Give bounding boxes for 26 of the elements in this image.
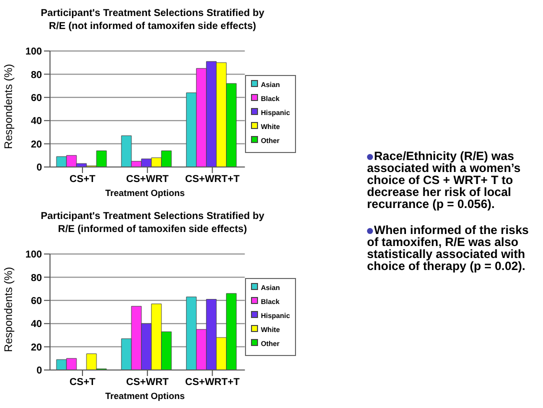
y-tick-label: 80 bbox=[30, 272, 42, 284]
y-tick-label: 0 bbox=[36, 366, 42, 377]
x-tick-label: CS+WRT+T bbox=[185, 174, 240, 186]
y-tick-label: 20 bbox=[30, 139, 42, 150]
y-tick-label: 100 bbox=[25, 250, 42, 261]
y-tick-label: 100 bbox=[25, 46, 42, 58]
x-axis-title: Treatment Options bbox=[104, 188, 186, 198]
text: Race/Ethnicity (R/E) was associated with a women’s choice of CS + WRT+ T to decrease her risk of local recurrance (p = 0.056). bbox=[367, 149, 522, 211]
y-tick-label: 20 bbox=[30, 342, 42, 354]
x-tick-label: CS+T bbox=[70, 174, 96, 186]
chart-title: Participant's Treatment Selections Stratified by R/E (informed of tamoxifen side effects) bbox=[40, 210, 265, 236]
x-tick-label: CS+WRT+T bbox=[185, 377, 240, 388]
y-tick-label: 40 bbox=[30, 319, 42, 330]
x-axis-title: Treatment Options bbox=[104, 391, 186, 401]
text: When informed of the risks of tamoxifen, R/E was also statistically associated with choice of therapy (p = 0.02). bbox=[367, 223, 530, 273]
y-tick-label: 80 bbox=[30, 70, 42, 81]
x-tick-label: CS+T bbox=[70, 377, 96, 388]
x-tick-label: CS+WRT bbox=[126, 174, 169, 186]
y-tick-label: 0 bbox=[36, 162, 42, 174]
y-tick-label: 60 bbox=[30, 296, 42, 307]
y-axis-title: Respondents (%) bbox=[2, 267, 15, 352]
chart-title: Participant's Treatment Selections Stratified by R/E (not informed of tamoxifen side effects) bbox=[40, 7, 265, 33]
x-tick-label: CS+WRT bbox=[126, 377, 169, 388]
y-tick-label: 40 bbox=[30, 116, 42, 128]
y-tick-label: 60 bbox=[30, 92, 42, 104]
y-axis-title: Respondents (%) bbox=[2, 64, 15, 149]
